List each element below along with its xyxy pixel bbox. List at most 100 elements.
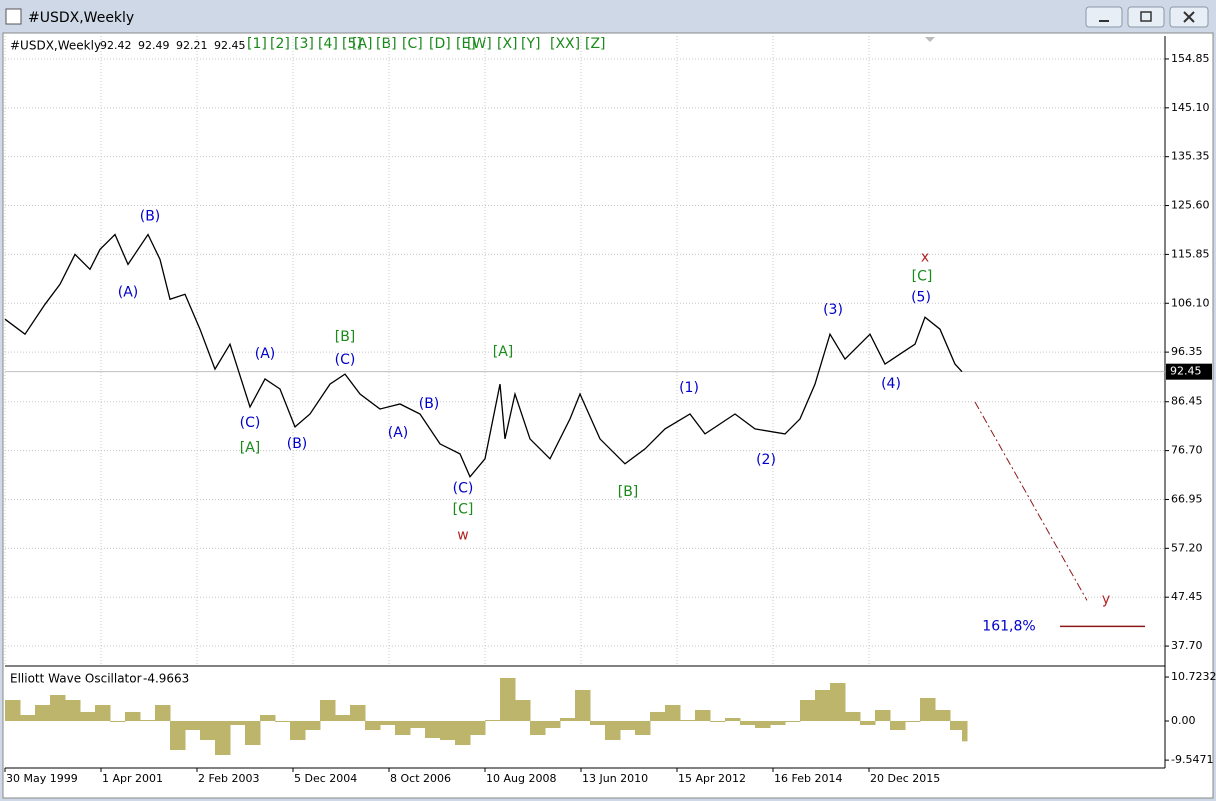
oscillator-bar xyxy=(410,720,426,728)
ohlc-value: 92.42 xyxy=(100,39,132,52)
oscillator-bar xyxy=(35,705,51,721)
wave-label: (4) xyxy=(881,376,901,392)
oscillator-bar xyxy=(245,720,261,746)
x-tick-label: 30 May 1999 xyxy=(6,772,78,785)
wave-button[interactable]: [W] xyxy=(467,36,492,52)
oscillator-bar xyxy=(455,720,471,746)
oscillator-bar xyxy=(905,720,921,722)
oscillator-bar xyxy=(860,720,876,726)
oscillator-bar xyxy=(290,720,306,741)
oscillator-bar xyxy=(620,720,636,731)
wave-button[interactable]: [C] xyxy=(402,36,423,52)
oscillator-bar xyxy=(125,711,141,721)
y-tick-label: 106.10 xyxy=(1171,296,1210,309)
oscillator-bar xyxy=(815,690,831,721)
close-value: 92.45 xyxy=(214,39,246,52)
chart-header: #USDX,Weekly xyxy=(10,39,101,53)
oscillator-bar xyxy=(80,711,96,721)
oscillator-bar xyxy=(962,720,968,742)
oscillator-bar xyxy=(440,720,456,741)
x-tick-label: 2 Feb 2003 xyxy=(198,772,259,785)
wave-button[interactable]: [D] xyxy=(429,36,451,52)
x-tick-label: 15 Apr 2012 xyxy=(678,772,746,785)
oscillator-bar xyxy=(635,720,651,736)
oscillator-bar xyxy=(5,700,21,721)
wave-label: [A] xyxy=(493,344,514,360)
oscillator-bar xyxy=(230,720,246,726)
price-box xyxy=(1166,363,1212,380)
oscillator-bar xyxy=(650,711,666,721)
x-tick-label: 10 Aug 2008 xyxy=(486,772,556,785)
wave-label: (3) xyxy=(823,302,843,318)
x-tick-label: 1 Apr 2001 xyxy=(102,772,163,785)
oscillator-bar xyxy=(275,720,291,722)
projection-line xyxy=(974,401,1088,601)
oscillator-bar xyxy=(215,720,231,756)
wave-button[interactable]: [E] xyxy=(456,36,476,52)
wave-label: 161,8% xyxy=(982,618,1035,634)
y-tick-label: 0.00 xyxy=(1171,714,1196,727)
wave-label: (B) xyxy=(140,209,161,225)
oscillator-bar xyxy=(425,720,441,738)
oscillator-bar xyxy=(665,705,681,721)
wave-button[interactable]: [Y] xyxy=(521,36,540,52)
oscillator-bar xyxy=(155,705,171,721)
oscillator-bar xyxy=(20,715,36,721)
oscillator-bar xyxy=(335,715,351,721)
wave-label: (A) xyxy=(255,346,276,362)
y-tick-label: 96.35 xyxy=(1171,345,1203,358)
oscillator-bar xyxy=(800,700,816,721)
oscillator-bar xyxy=(725,718,741,721)
oscillator-bar xyxy=(680,720,696,721)
wave-label: (A) xyxy=(388,425,409,441)
oscillator-bar xyxy=(875,710,891,721)
oscillator-bar xyxy=(530,720,546,736)
oscillator-bar xyxy=(500,678,516,721)
oscillator-bar xyxy=(845,711,861,721)
indicator-value: -4.9663 xyxy=(143,672,189,686)
wave-label: [C] xyxy=(453,502,474,518)
wave-label: (C) xyxy=(335,352,356,368)
ohlc-value: 92.21 xyxy=(176,39,208,52)
wave-button[interactable]: [5] xyxy=(342,36,362,52)
wave-label: (C) xyxy=(453,481,474,497)
y-tick-label: 57.20 xyxy=(1171,541,1203,554)
wave-button[interactable]: [3] xyxy=(294,36,314,52)
oscillator-bar xyxy=(755,720,771,728)
minimize-button[interactable] xyxy=(1085,6,1123,28)
wave-button[interactable]: [X] xyxy=(497,36,518,52)
oscillator-bar xyxy=(470,720,486,736)
window-icon xyxy=(5,8,22,25)
x-tick-label: 16 Feb 2014 xyxy=(774,772,842,785)
oscillator-bar xyxy=(485,720,501,721)
y-tick-label: 47.45 xyxy=(1171,590,1203,603)
close-button[interactable] xyxy=(1169,6,1209,28)
wave-button[interactable]: [2] xyxy=(270,36,290,52)
oscillator-bar xyxy=(830,683,846,721)
oscillator-bar xyxy=(560,718,576,721)
oscillator-bar xyxy=(200,720,216,741)
oscillator-bar xyxy=(710,720,726,722)
oscillator-bar xyxy=(395,720,411,736)
indicator-title: Elliott Wave Oscillator xyxy=(10,672,142,686)
wave-label: (B) xyxy=(287,436,308,452)
wave-button[interactable]: [A] xyxy=(352,36,373,52)
oscillator-bar xyxy=(170,720,186,751)
y-tick-label: 125.60 xyxy=(1171,199,1210,212)
wave-button[interactable]: [4] xyxy=(318,36,338,52)
y-tick-label: 154.85 xyxy=(1171,52,1210,65)
y-tick-label: 66.95 xyxy=(1171,492,1203,505)
oscillator-bar xyxy=(920,698,936,721)
wave-button[interactable]: [Z] xyxy=(585,36,606,52)
oscillator-bar xyxy=(185,720,201,731)
wave-label: x xyxy=(921,249,929,265)
wave-button[interactable]: [B] xyxy=(376,36,397,52)
wave-button[interactable]: [1] xyxy=(247,36,267,52)
wave-label: (A) xyxy=(118,284,139,300)
oscillator-bar xyxy=(740,720,756,726)
wave-label: [B] xyxy=(335,329,356,345)
restore-button[interactable] xyxy=(1127,6,1165,28)
wave-button[interactable]: [XX] xyxy=(550,36,580,52)
oscillator-bar xyxy=(110,720,126,722)
